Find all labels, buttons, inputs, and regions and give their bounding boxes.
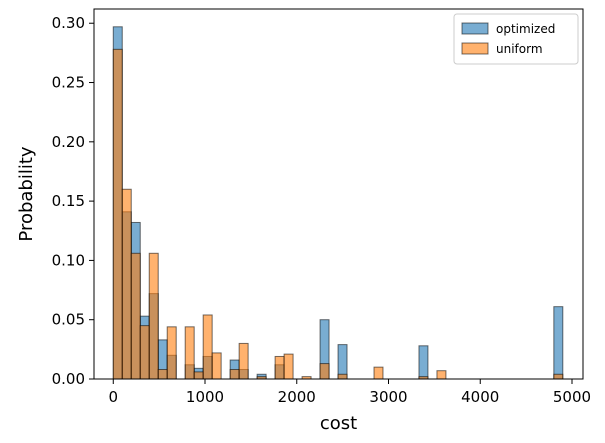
- bar-uniform-19: [283, 353, 294, 380]
- bar-uniform-49: [553, 373, 564, 380]
- y-tick-label: 0.10: [52, 251, 85, 269]
- bar-optimized-49: [553, 306, 564, 380]
- y-tick-label: 0.00: [52, 370, 85, 388]
- bar-uniform-9: [193, 371, 204, 380]
- bar-uniform-36: [436, 370, 447, 380]
- y-axis-label: Probability: [16, 146, 37, 241]
- bar-uniform-25: [337, 373, 348, 380]
- y-axis: 0.00 0.05 0.10 0.15 0.20 0.25 0.30: [52, 14, 94, 388]
- x-tick-label: 5000: [553, 388, 591, 406]
- x-tick-label: 4000: [461, 388, 499, 406]
- y-tick-label: 0.05: [52, 311, 85, 329]
- x-tick-label: 1000: [186, 388, 224, 406]
- bar-uniform-18: [274, 355, 285, 380]
- x-axis: 0 1000 2000 3000 4000 5000: [108, 379, 591, 406]
- x-tick-label: 0: [108, 388, 118, 406]
- bar-uniform-5: [157, 369, 168, 380]
- bar-uniform-4: [148, 252, 159, 380]
- legend-swatch-optimized: [461, 22, 489, 35]
- bar-optimized-34: [418, 345, 429, 380]
- x-axis-label: cost: [320, 413, 357, 434]
- x-tick-label: 3000: [369, 388, 407, 406]
- y-tick-label: 0.20: [52, 133, 85, 151]
- bar-uniform-29: [373, 366, 384, 380]
- legend-label-optimized: optimized: [496, 22, 555, 36]
- bar-uniform-23: [319, 363, 330, 380]
- bar-uniform-3: [139, 325, 150, 380]
- y-tick-label: 0.25: [52, 74, 85, 92]
- legend-label-uniform: uniform: [496, 42, 543, 56]
- plot-frame: [93, 8, 584, 380]
- y-tick-label: 0.15: [52, 192, 85, 210]
- bars-group: [112, 26, 564, 380]
- bar-uniform-10: [202, 314, 213, 380]
- legend: optimized uniform: [453, 13, 579, 65]
- bar-uniform-8: [184, 326, 195, 380]
- bar-uniform-0: [112, 48, 123, 380]
- bar-uniform-2: [130, 252, 141, 380]
- bar-uniform-11: [211, 352, 222, 380]
- bar-uniform-6: [166, 326, 177, 380]
- legend-swatch-uniform: [461, 42, 489, 55]
- bar-uniform-1: [121, 188, 132, 380]
- y-tick-label: 0.30: [52, 14, 85, 32]
- bar-uniform-14: [238, 342, 249, 380]
- bar-uniform-13: [229, 369, 240, 380]
- x-tick-label: 2000: [278, 388, 316, 406]
